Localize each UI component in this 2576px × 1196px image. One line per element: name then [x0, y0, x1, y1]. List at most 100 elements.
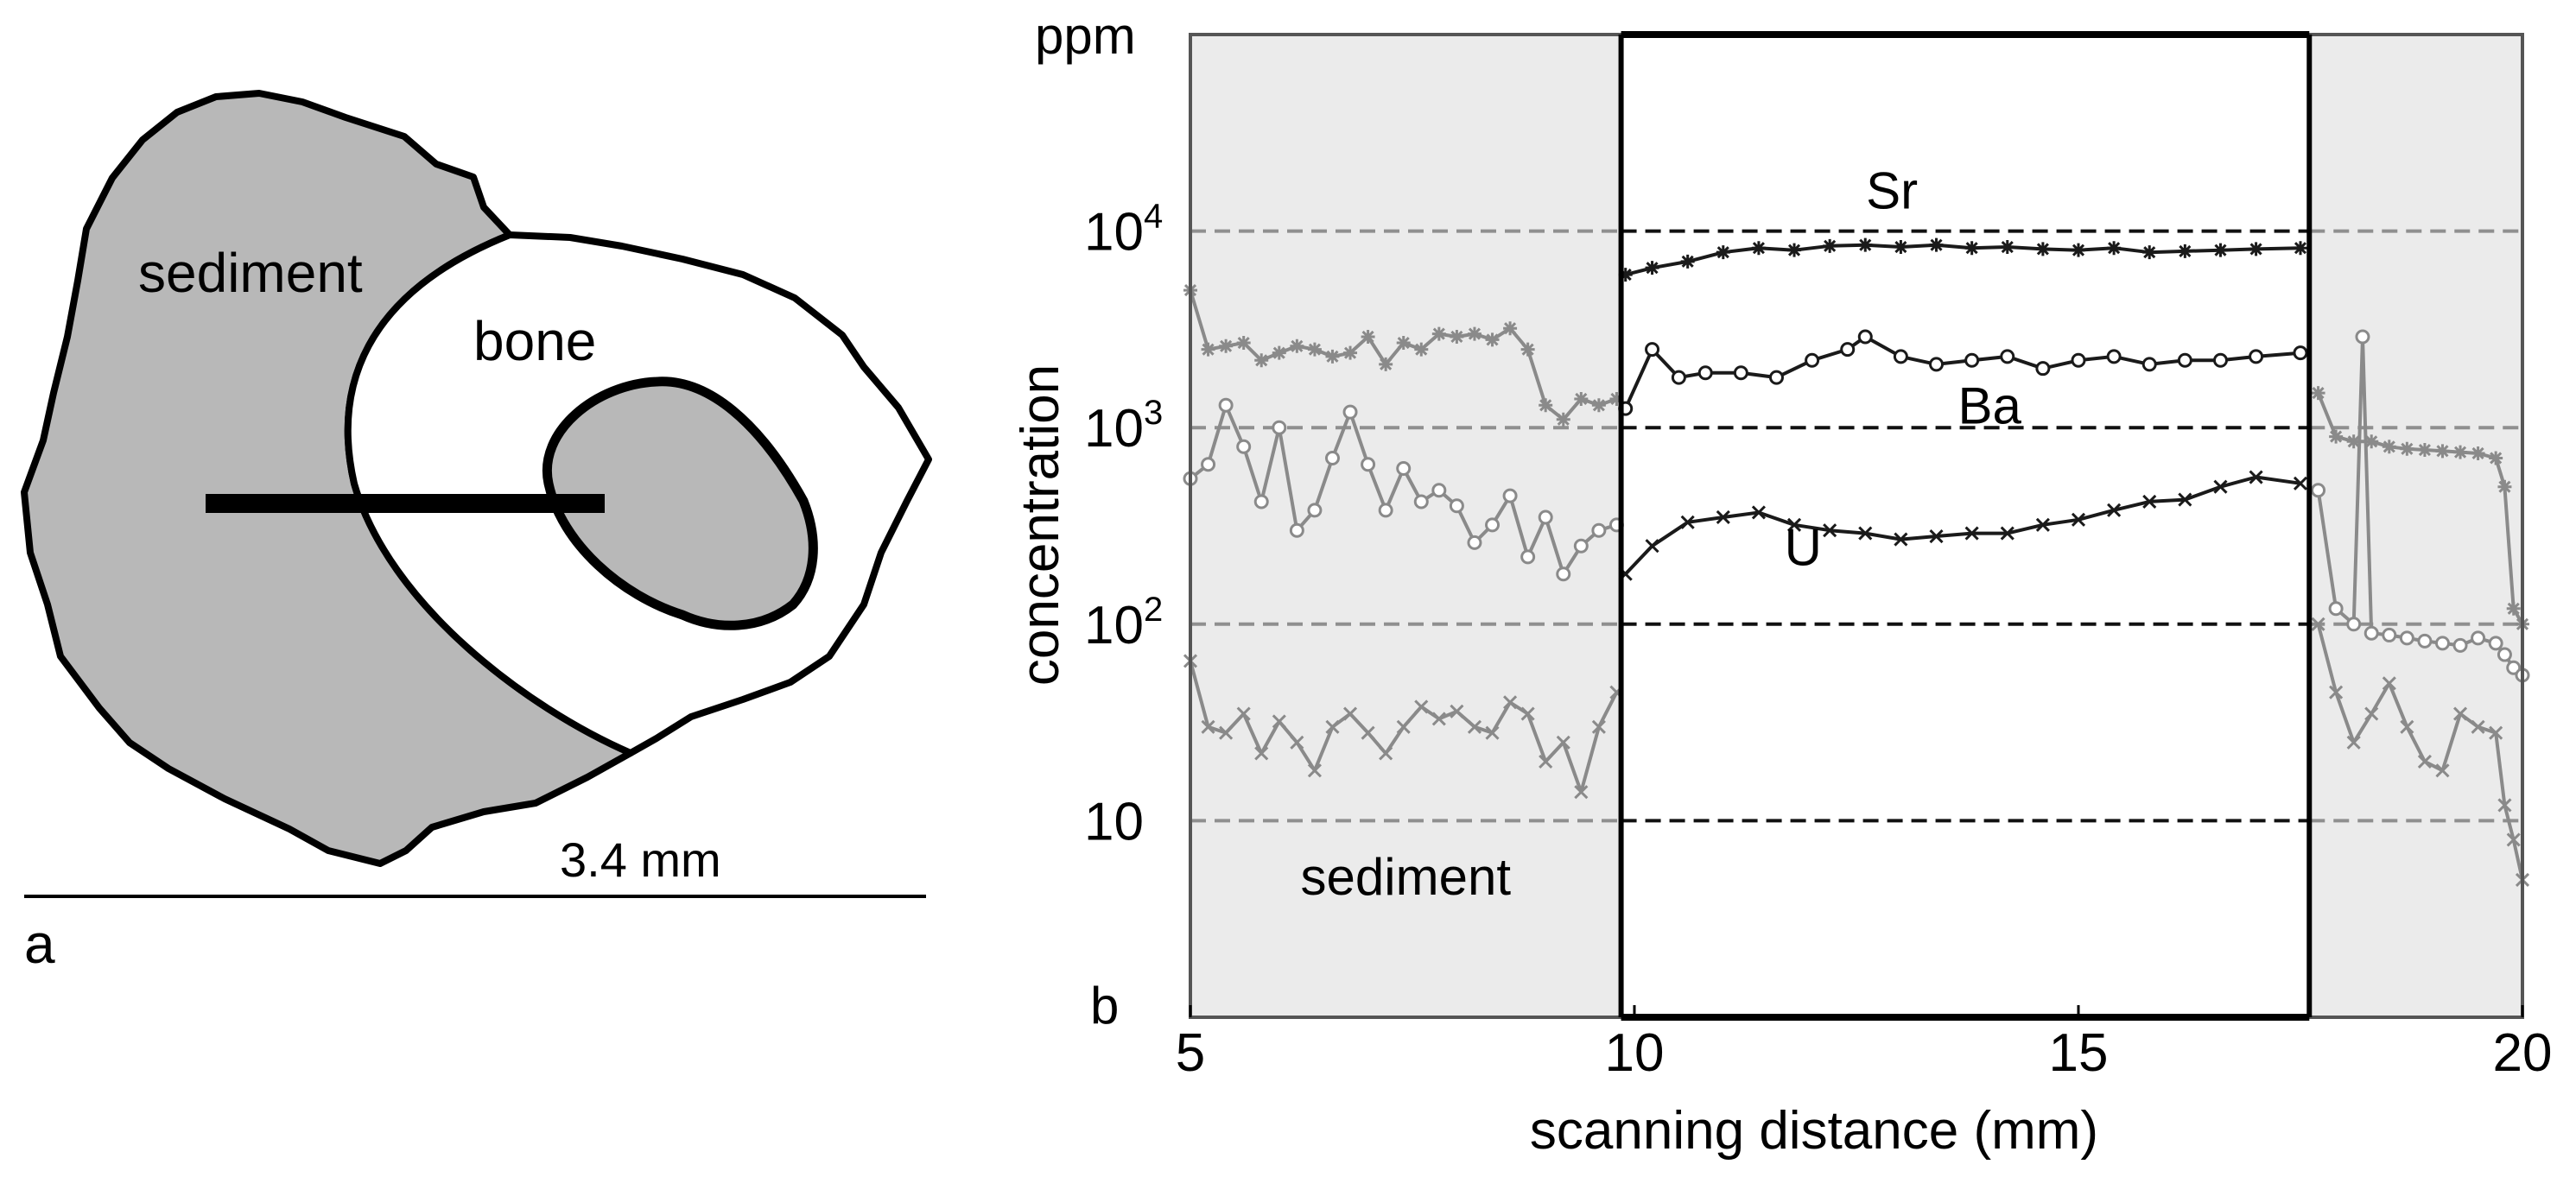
series-ba-point-0-16 — [1467, 535, 1482, 550]
series-ba-point-0-7 — [1307, 503, 1323, 518]
series-ba-point-1-1 — [1645, 342, 1660, 358]
series-ba-point-1-8 — [1857, 329, 1873, 345]
series-sr-point-1-8 — [1894, 240, 1908, 255]
series-sr-point-1-17 — [2213, 243, 2228, 257]
series-u-point-2-7 — [2435, 763, 2450, 778]
series-u-point-2-6 — [2417, 754, 2432, 769]
panel-b-chart: 5 10 15 20 10 102 103 104 ppm b concentration s… — [1011, 7, 2552, 1161]
sediment-shade-2 — [2309, 35, 2522, 1017]
series-u-point-0-20 — [1539, 754, 1553, 769]
series-u-point-1-14 — [2107, 503, 2122, 517]
series-sr-point-0-22 — [1574, 391, 1589, 406]
series-sr-point-1-12 — [2035, 242, 2050, 256]
series-ba-point-1-18 — [2212, 352, 2228, 368]
series-ba-point-1-4 — [1733, 365, 1748, 381]
series-sr-point-0-12 — [1396, 336, 1411, 351]
series-ba-point-2-2 — [2346, 617, 2362, 632]
series-u-point-0-1 — [1201, 719, 1215, 734]
series-ba-point-2-7 — [2417, 633, 2433, 649]
series-sr-point-0-21 — [1556, 412, 1570, 427]
y-unit-label: ppm — [1035, 7, 1136, 65]
x-axis-title: scanning distance (mm) — [1530, 1101, 2098, 1161]
series-sr-point-2-0 — [2311, 386, 2325, 401]
series-u-point-1-5 — [1786, 517, 1802, 532]
x-tick-label-15: 15 — [2049, 1023, 2109, 1083]
series-ba-point-1-19 — [2249, 349, 2264, 364]
series-u-point-1-1 — [1645, 539, 1659, 554]
series-u-point-0-14 — [1431, 712, 1446, 726]
series-u-point-0-8 — [1325, 719, 1340, 734]
series-sr-point-0-5 — [1272, 345, 1286, 360]
series-u-point-0-12 — [1396, 719, 1411, 734]
series-sr-point-1-4 — [1751, 241, 1766, 256]
series-sr-point-0-23 — [1591, 398, 1606, 413]
series-sr-point-0-6 — [1290, 339, 1304, 353]
series-ba-point-1-20 — [2293, 345, 2308, 361]
series-sr-point-0-1 — [1201, 342, 1215, 357]
series-u-point-2-11 — [2497, 798, 2512, 813]
series-sr-point-1-11 — [2000, 240, 2014, 255]
series-sr-point-1-13 — [2072, 243, 2085, 257]
series-sr-point-1-2 — [1680, 254, 1695, 269]
series-u-point-0-23 — [1591, 719, 1606, 734]
series-u-point-2-12 — [2506, 832, 2521, 847]
series-u-point-1-9 — [1929, 528, 1944, 544]
series-sr-point-2-7 — [2435, 444, 2450, 459]
series-u-point-2-1 — [2329, 685, 2344, 699]
series-sr-point-1-19 — [2294, 241, 2307, 256]
y-tick-label-10: 10 — [1084, 792, 1144, 851]
series-ba-point-1-13 — [2035, 361, 2051, 377]
series-ba-point-1-7 — [1840, 342, 1856, 358]
plot-frame — [1189, 31, 2524, 1021]
series-ba-point-1-2 — [1671, 370, 1686, 385]
series-sr-point-1-3 — [1716, 245, 1730, 260]
series-sr-point-0-14 — [1431, 326, 1446, 341]
series-sr-point-0-24 — [1609, 391, 1624, 406]
series-ba-point-0-22 — [1573, 538, 1589, 554]
y-tick-exponent-100: 2 — [1144, 591, 1163, 629]
series-sr-point-0-20 — [1539, 398, 1553, 413]
series-ba-point-1-9 — [1893, 349, 1908, 364]
series-ba-point-2-0 — [2311, 483, 2326, 498]
series-ba-point-1-5 — [1768, 370, 1784, 385]
series-u-point-0-19 — [1520, 706, 1535, 721]
series-ba-point-0-6 — [1289, 522, 1304, 538]
series-u-line-1 — [1624, 475, 2301, 576]
series-ba-point-0-15 — [1449, 498, 1464, 514]
series-u-point-1-3 — [1716, 509, 1730, 525]
series-u-point-2-5 — [2400, 719, 2414, 734]
region-shading — [1190, 35, 2522, 1017]
series-ba-point-2-5 — [2382, 627, 2397, 642]
series-u-point-0-11 — [1379, 746, 1393, 761]
region-label-sediment: sediment — [1301, 848, 1512, 906]
panel-a-diagram: sediment bone 3.4 mm a — [21, 90, 932, 975]
series-ba-point-1-10 — [1929, 357, 1945, 372]
series-sr-point-0-3 — [1236, 336, 1251, 351]
x-tick-label-5: 5 — [1176, 1023, 1205, 1083]
series-ba-point-0-21 — [1556, 566, 1571, 582]
series-ba-point-0-12 — [1396, 460, 1412, 476]
y-axis-title: concentration — [1011, 364, 1070, 686]
series-ba-point-1-17 — [2177, 352, 2192, 368]
series-u-point-2-2 — [2346, 735, 2361, 750]
y-tick-exponent-10000: 4 — [1144, 198, 1163, 236]
series-sr-point-2-2 — [2346, 434, 2361, 449]
series-ba-point-0-3 — [1236, 439, 1252, 454]
series-ba-point-0-10 — [1361, 457, 1376, 472]
series-u-point-1-13 — [2071, 512, 2086, 527]
series-sr-point-1-16 — [2178, 244, 2192, 258]
series-sr-point-2-1 — [2329, 429, 2344, 444]
series-u-point-0-15 — [1450, 704, 1464, 718]
series-u-point-0-16 — [1467, 719, 1482, 734]
series-sr-point-0-9 — [1343, 345, 1358, 360]
series-ba-point-2-12 — [2497, 647, 2512, 662]
series-sr-point-2-6 — [2417, 443, 2432, 458]
series-ba-point-0-20 — [1538, 509, 1553, 525]
series-ba-point-1-16 — [2141, 357, 2157, 372]
series-sr-point-0-19 — [1520, 342, 1535, 357]
series-ba-point-0-19 — [1520, 549, 1536, 565]
series-ba-point-0-13 — [1413, 494, 1429, 509]
series-u-point-1-12 — [2035, 517, 2050, 532]
series-u-point-2-9 — [2471, 719, 2485, 734]
gridlines — [1190, 229, 2522, 823]
